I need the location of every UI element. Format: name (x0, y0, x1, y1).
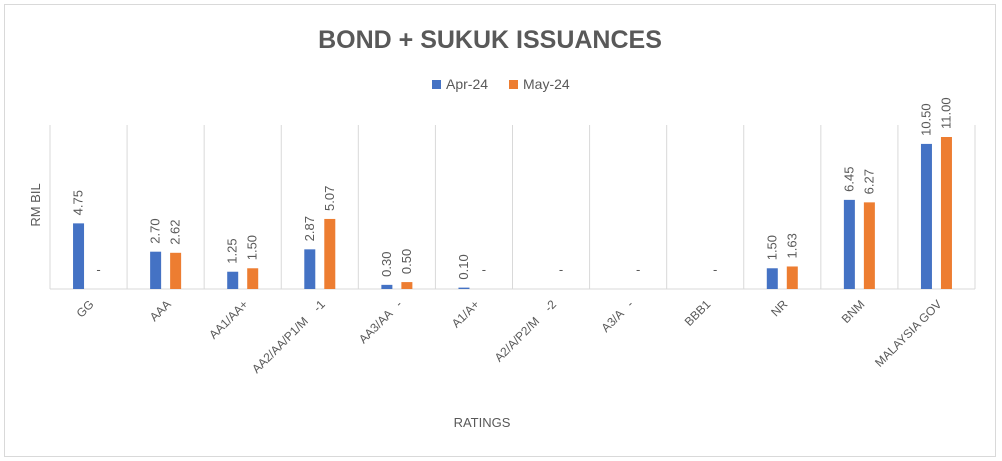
data-label-may-24-malaysia-gov: 11.00 (938, 97, 953, 129)
bar-may-24-aa2-aa-p1-m-1 (324, 218, 336, 289)
data-label-apr-24-bnm: 6.45 (841, 167, 856, 192)
legend-label-apr-24: Apr-24 (446, 76, 488, 92)
bar-may-24-nr (786, 266, 798, 289)
legend-label-may-24: May-24 (523, 76, 570, 92)
legend: Apr-24 May-24 (432, 76, 570, 92)
bar-apr-24-a1-a (458, 287, 470, 289)
data-label-may-24-gg: - (96, 262, 100, 277)
data-label-may-24-aa3-aa: 0.50 (399, 249, 414, 274)
chart-frame (4, 4, 996, 457)
data-label-apr-24-aa1-aa: 1.25 (225, 238, 240, 263)
category-separators (49, 125, 976, 290)
bars (73, 137, 952, 289)
x-tick-label-nr: NR (768, 297, 790, 319)
data-label-may-24-aa2-aa-p1-m-1: 5.07 (322, 186, 337, 211)
bar-apr-24-gg (73, 223, 85, 289)
x-axis-label: RATINGS (454, 415, 511, 430)
bar-apr-24-nr (766, 268, 778, 289)
bar-apr-24-malaysia-gov (920, 143, 932, 289)
data-label-may-24-bbb1: - (713, 262, 717, 277)
data-label-may-24-bnm: 6.27 (861, 169, 876, 194)
bar-apr-24-bnm (843, 199, 855, 289)
data-label-apr-24-a1-a: 0.10 (456, 254, 471, 279)
data-label-may-24-a1-a: - (482, 262, 486, 277)
data-label-apr-24-gg: 4.75 (71, 190, 86, 215)
data-label-may-24-nr: 1.63 (784, 233, 799, 258)
data-label-apr-24-aa3-aa: 0.30 (379, 252, 394, 277)
data-label-apr-24-aaa: 2.70 (148, 218, 163, 243)
x-tick-label-a1-a: A1/A+ (449, 297, 482, 330)
data-label-may-24-aaa: 2.62 (168, 219, 183, 244)
legend-swatch-may-24 (509, 80, 518, 89)
bar-may-24-aa3-aa (401, 282, 413, 289)
x-tick-label-a2-a-p2-m-2: A2/A/P2/M -2 (492, 297, 560, 365)
x-tick-label-aaa: AAA (147, 297, 174, 324)
x-tick-labels: GG AAA AA1/AA+AA2/AA/P1/M -1 AA3/AA - A1/A+ A… (74, 297, 945, 376)
x-tick-label-malaysia-gov: MALAYSIA GOV (872, 297, 944, 369)
bar-apr-24-aaa (150, 251, 162, 289)
x-tick-label-bnm: BNM (839, 297, 868, 326)
x-tick-label-aa3-aa: AA3/AA - (356, 297, 405, 346)
x-tick-label-aa2-aa-p1-m-1: AA2/AA/P1/M -1 (249, 297, 328, 376)
bar-may-24-bnm (863, 202, 875, 289)
bar-apr-24-aa2-aa-p1-m-1 (304, 249, 316, 289)
x-tick-label-a3-a: A3/A - (599, 297, 637, 335)
x-tick-label-bbb1: BBB1 (682, 297, 714, 329)
data-label-apr-24-aa2-aa-p1-m-1: 2.87 (302, 216, 317, 241)
y-axis-label: RM BIL (28, 183, 43, 226)
legend-swatch-apr-24 (432, 80, 441, 89)
x-tick-label-gg: GG (74, 297, 97, 320)
bar-apr-24-aa1-aa (227, 271, 239, 289)
chart-title: BOND + SUKUK ISSUANCES (318, 26, 662, 54)
x-tick-label-aa1-aa: AA1/AA+ (206, 297, 251, 342)
bar-may-24-malaysia-gov (940, 137, 952, 289)
data-label-may-24-a3-a: - (636, 262, 640, 277)
data-label-may-24-a2-a-p2-m-2: - (559, 262, 563, 277)
data-label-apr-24-nr: 1.50 (764, 235, 779, 260)
data-label-apr-24-malaysia-gov: 10.50 (918, 103, 933, 136)
data-label-may-24-aa1-aa: 1.50 (245, 235, 260, 260)
bar-may-24-aaa (170, 252, 182, 289)
bar-apr-24-aa3-aa (381, 284, 393, 289)
bar-may-24-aa1-aa (247, 268, 259, 289)
data-labels: 4.75 - 2.70 2.62 1.25 1.50 2.87 5.07 0.30 0.50 0.1… (71, 97, 954, 279)
